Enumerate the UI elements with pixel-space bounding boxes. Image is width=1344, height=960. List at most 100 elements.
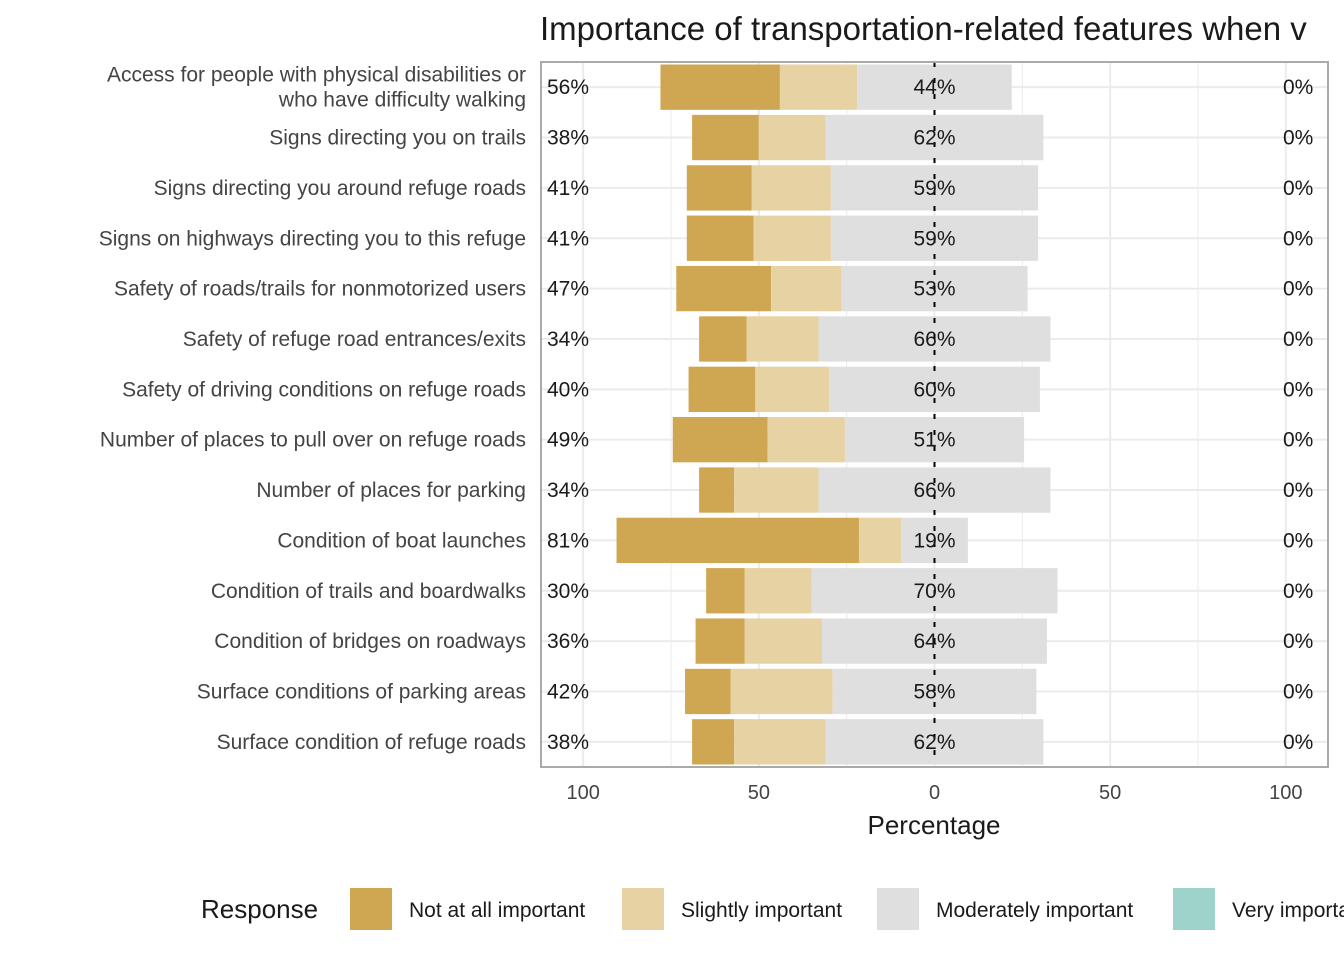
bar-slightly-important [734,467,819,513]
right-pct-label: 0% [1283,580,1313,603]
left-pct-label: 41% [547,227,589,250]
x-axis-title: Percentage [868,810,1001,840]
bar-not-at-all-important [660,64,780,110]
x-tick-label: 0 [929,782,940,804]
left-pct-label: 40% [547,378,589,401]
legend-key [1173,888,1215,930]
bar-not-at-all-important [688,366,756,412]
right-pct-label: 0% [1283,630,1313,653]
legend-label: Very important [1232,899,1344,922]
chart-title: Importance of transportation-related fea… [540,10,1307,47]
left-pct-label: 30% [547,580,589,603]
bar-moderately-important [901,517,968,564]
bar-slightly-important [744,568,812,614]
right-pct-label: 0% [1283,429,1313,452]
legend-key [877,888,919,930]
right-pct-label: 0% [1283,529,1313,552]
left-pct-label: 42% [547,680,589,703]
bar-not-at-all-important [699,316,747,362]
center-pct-label: 44% [913,76,955,99]
bar-slightly-important [734,719,826,765]
right-pct-label: 0% [1283,731,1313,754]
bar-not-at-all-important [692,114,759,161]
bar-not-at-all-important [686,215,754,261]
bar-not-at-all-important [685,668,731,715]
bar-not-at-all-important [686,165,752,211]
bar-not-at-all-important [692,719,735,765]
bar-moderately-important [844,417,1025,463]
category-label: Safety of driving conditions on refuge r… [122,378,526,401]
left-pct-label: 36% [547,630,589,653]
left-pct-label: 38% [547,127,589,150]
category-label: Surface conditions of parking areas [197,680,526,703]
panel-border [540,61,1329,768]
right-pct-label: 0% [1283,227,1313,250]
category-label: Condition of bridges on roadways [214,630,526,653]
center-pct-label: 70% [913,580,955,603]
right-pct-label: 0% [1283,680,1313,703]
bar-moderately-important [829,366,1040,412]
bar-moderately-important [825,114,1044,161]
bar-moderately-important [830,165,1039,211]
legend-key [350,888,392,930]
category-label: Signs on highways directing you to this … [99,227,526,250]
bar-slightly-important [858,517,902,564]
left-pct-label: 47% [547,278,589,301]
left-pct-label: 49% [547,429,589,452]
center-pct-label: 59% [913,227,955,250]
category-label: Signs directing you on trails [269,127,526,150]
bar-slightly-important [744,618,823,664]
right-pct-label: 0% [1283,328,1313,351]
center-pct-label: 59% [913,177,955,200]
left-pct-label: 34% [547,479,589,502]
bar-not-at-all-important [672,417,768,463]
bar-slightly-important [755,366,830,412]
left-pct-label: 41% [547,177,589,200]
center-pct-label: 66% [913,328,955,351]
x-tick-label: 100 [1269,782,1302,804]
bar-slightly-important [751,165,831,211]
bar-not-at-all-important [676,265,772,312]
x-tick-label: 50 [748,782,770,804]
bars [616,64,1058,765]
legend-key [622,888,664,930]
bar-moderately-important [818,467,1051,513]
bar-not-at-all-important [616,517,859,564]
legend-title: Response [201,894,318,924]
category-label: Number of places for parking [256,479,526,502]
x-axis: 100 50 0 50 100 [566,782,1302,804]
center-pct-label: 53% [913,278,955,301]
center-pct-label: 64% [913,630,955,653]
right-pct-label: 0% [1283,378,1313,401]
bar-not-at-all-important [706,568,745,614]
bar-slightly-important [758,114,826,161]
category-label: who have difficulty walking [278,89,526,112]
center-pct-label: 62% [913,127,955,150]
category-label: Safety of roads/trails for nonmotorized … [114,278,526,301]
bar-slightly-important [753,215,831,261]
category-label: Condition of trails and boardwalks [211,580,526,603]
y-axis: Access for people with physical disabili… [99,64,526,754]
bar-slightly-important [771,265,842,312]
left-pct-label: 81% [547,529,589,552]
bar-slightly-important [767,417,845,463]
bar-slightly-important [746,316,819,362]
category-label: Number of places to pull over on refuge … [100,429,526,452]
center-pct-label: 19% [913,529,955,552]
x-tick-label: 50 [1099,782,1121,804]
right-pct-label: 0% [1283,76,1313,99]
bar-not-at-all-important [699,467,735,513]
bar-slightly-important [779,64,858,110]
left-pct-label: 34% [547,328,589,351]
x-tick-label: 100 [566,782,599,804]
center-pct-label: 66% [913,479,955,502]
category-label: Signs directing you around refuge roads [154,177,526,200]
right-pct-label: 0% [1283,278,1313,301]
category-label: Condition of boat launches [277,529,526,552]
bar-not-at-all-important [695,618,745,664]
right-pct-label: 0% [1283,479,1313,502]
category-label: Surface condition of refuge roads [217,731,526,754]
center-pct-label: 51% [913,429,955,452]
right-pct-label: 0% [1283,177,1313,200]
